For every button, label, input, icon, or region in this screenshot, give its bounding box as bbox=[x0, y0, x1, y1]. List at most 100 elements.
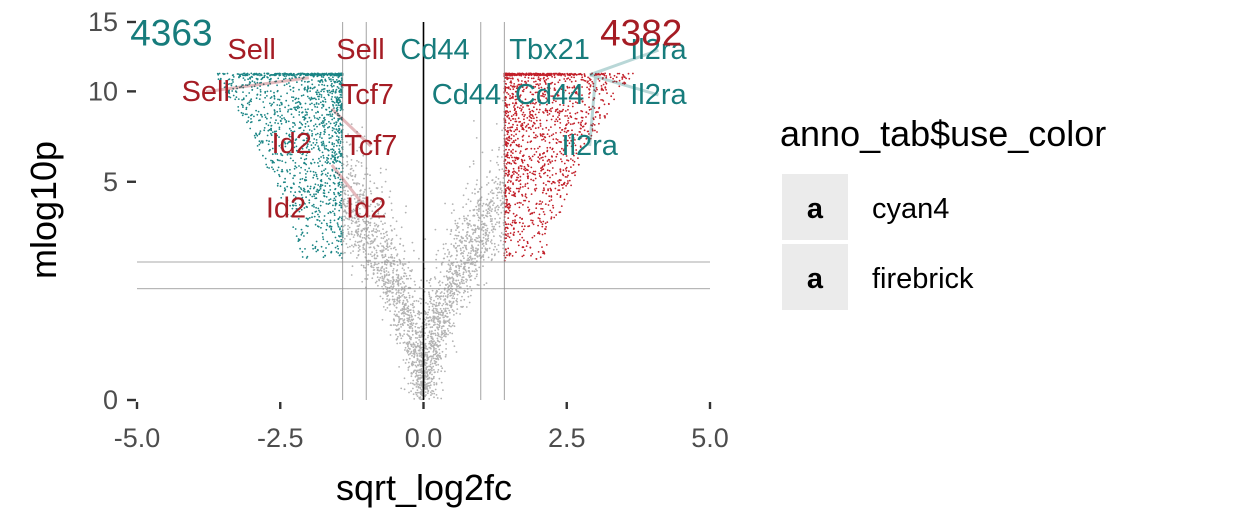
point bbox=[519, 216, 521, 219]
point bbox=[448, 300, 451, 302]
point bbox=[317, 249, 319, 252]
point bbox=[314, 171, 317, 174]
point bbox=[378, 230, 381, 232]
point bbox=[304, 117, 307, 120]
point bbox=[443, 292, 446, 295]
point bbox=[435, 383, 438, 386]
point bbox=[621, 78, 624, 80]
point bbox=[289, 108, 292, 110]
point bbox=[374, 225, 376, 227]
point bbox=[329, 221, 332, 224]
point bbox=[432, 377, 435, 380]
point bbox=[250, 75, 253, 78]
point bbox=[435, 394, 438, 396]
point bbox=[381, 249, 383, 252]
point bbox=[331, 113, 334, 116]
point bbox=[278, 104, 281, 107]
point bbox=[528, 155, 530, 158]
point bbox=[323, 219, 325, 222]
point bbox=[452, 244, 455, 247]
point bbox=[404, 349, 406, 351]
point bbox=[468, 165, 471, 168]
point bbox=[550, 199, 553, 201]
point bbox=[442, 303, 445, 305]
point bbox=[328, 177, 330, 180]
point bbox=[533, 153, 536, 156]
point bbox=[271, 166, 273, 169]
point bbox=[499, 199, 502, 202]
point bbox=[270, 73, 273, 76]
point bbox=[563, 162, 566, 165]
point bbox=[284, 177, 286, 180]
point bbox=[527, 210, 530, 212]
point bbox=[506, 137, 508, 140]
point bbox=[297, 218, 300, 220]
point bbox=[301, 111, 304, 114]
point bbox=[317, 103, 320, 105]
point bbox=[376, 235, 378, 238]
point bbox=[337, 119, 339, 122]
point bbox=[363, 177, 365, 180]
point bbox=[349, 143, 352, 146]
point bbox=[343, 198, 346, 201]
point bbox=[259, 130, 262, 133]
point bbox=[326, 162, 328, 165]
point bbox=[330, 157, 332, 160]
point bbox=[455, 265, 457, 268]
point bbox=[244, 73, 247, 76]
point bbox=[334, 246, 337, 249]
point bbox=[277, 122, 279, 125]
point bbox=[299, 103, 302, 106]
point bbox=[339, 88, 342, 91]
point bbox=[351, 179, 354, 181]
point bbox=[502, 222, 505, 224]
point bbox=[435, 347, 437, 350]
point bbox=[266, 76, 268, 78]
point bbox=[447, 263, 450, 266]
point bbox=[303, 88, 306, 91]
point bbox=[541, 135, 544, 138]
point bbox=[322, 140, 325, 143]
point bbox=[354, 174, 357, 176]
point bbox=[355, 221, 358, 224]
point bbox=[439, 311, 441, 314]
point bbox=[304, 73, 307, 76]
point bbox=[263, 106, 266, 109]
point bbox=[430, 366, 433, 369]
point bbox=[366, 210, 369, 213]
point bbox=[321, 107, 323, 109]
point bbox=[338, 144, 341, 147]
point bbox=[534, 173, 536, 176]
point bbox=[449, 270, 452, 273]
point bbox=[340, 225, 343, 228]
point bbox=[425, 345, 427, 348]
point bbox=[312, 97, 315, 100]
point bbox=[389, 256, 392, 259]
point bbox=[425, 302, 427, 304]
point bbox=[415, 352, 418, 355]
point bbox=[367, 263, 370, 266]
point bbox=[521, 217, 523, 220]
point bbox=[465, 271, 468, 273]
point bbox=[322, 73, 325, 76]
point bbox=[306, 145, 309, 148]
point bbox=[601, 73, 604, 76]
point bbox=[254, 136, 257, 139]
point bbox=[431, 369, 433, 372]
point bbox=[313, 195, 316, 198]
point bbox=[606, 92, 608, 95]
point bbox=[432, 312, 435, 314]
point bbox=[406, 310, 409, 313]
point bbox=[370, 265, 372, 268]
point bbox=[387, 271, 390, 273]
point bbox=[452, 295, 455, 297]
point bbox=[499, 183, 501, 186]
point bbox=[453, 237, 456, 240]
point bbox=[446, 328, 449, 330]
point bbox=[387, 256, 390, 259]
point bbox=[412, 306, 415, 309]
point bbox=[382, 279, 384, 282]
point bbox=[465, 187, 467, 190]
point bbox=[312, 146, 315, 149]
point bbox=[271, 103, 273, 106]
